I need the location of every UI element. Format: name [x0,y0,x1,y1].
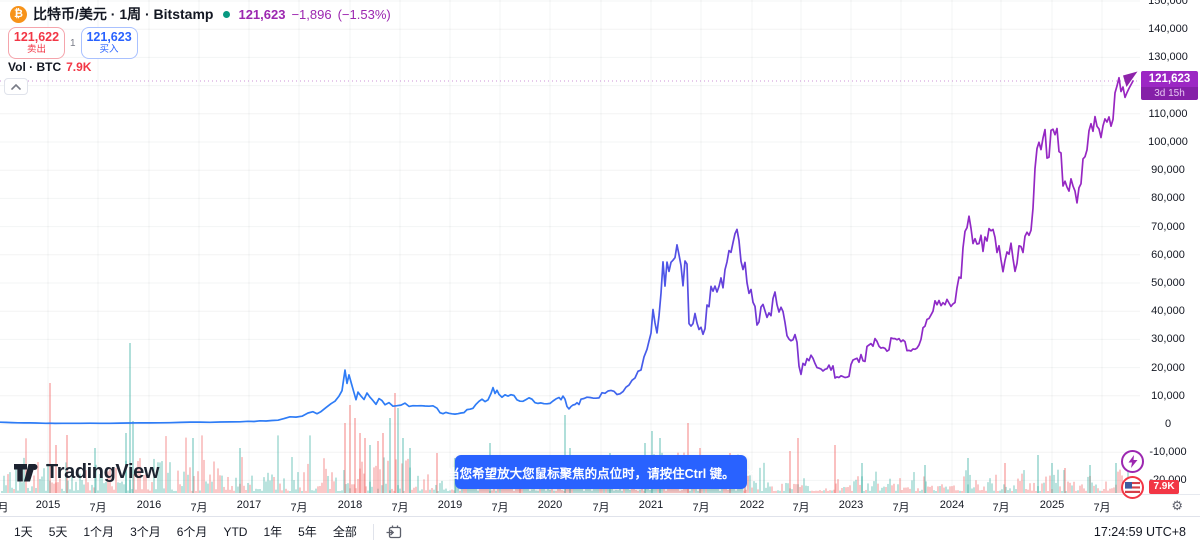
time-axis-label: 7月 [792,502,810,514]
volume-label: Vol · BTC [8,60,62,74]
price-axis-label: 150,000 [1148,0,1188,7]
time-axis-label: 7月 [190,502,208,514]
range-button-YTD[interactable]: YTD [215,521,255,543]
range-button-全部[interactable]: 全部 [325,519,365,544]
price-chart-canvas[interactable] [0,0,1140,494]
lightning-icon[interactable] [1121,450,1144,473]
buy-label: 买入 [99,44,119,55]
clock-timezone[interactable]: 17:24:59 UTC+8 [1093,524,1186,539]
time-axis-label: 月 [0,502,9,514]
header-change-percent: (−1.53%) [337,6,391,22]
bar-close-countdown: 3d 15h [1141,87,1198,100]
current-price-value: 121,623 [1141,71,1198,87]
toolbar-divider [372,523,374,540]
grid-lines [0,0,1140,493]
range-button-3个月[interactable]: 3个月 [122,519,169,544]
market-status-dot [223,10,231,18]
range-button-5年[interactable]: 5年 [290,519,325,544]
time-axis-label: 2025 [1039,499,1065,511]
price-axis-label: 10,000 [1151,389,1185,402]
pane-collapse-button[interactable] [4,78,28,95]
symbol-header: ₿ 比特币/美元 · 1周 · Bitstamp 121,623 −1,896 … [10,4,391,24]
price-axis-label: 60,000 [1151,248,1185,261]
time-axis-label: 2016 [136,499,162,511]
tradingview-logo-icon [14,463,38,481]
go-to-date-button[interactable] [382,522,406,541]
time-axis-label: 2024 [939,499,965,511]
tradingview-logo-text: TradingView [46,461,160,483]
price-axis-label: 70,000 [1151,220,1185,233]
time-axis[interactable]: 月 2015 7月 2016 7月 2017 7月 2018 7月 2019 7月 2020 7月 202… [0,494,1200,516]
hint-banner-text: 当您希望放大您鼠标聚焦的点位时，请按住Ctrl 键。 [447,466,735,481]
range-button-1年[interactable]: 1年 [255,519,290,544]
time-axis-label: 7月 [892,502,910,514]
header-change: −1,896 [291,6,332,22]
price-axis-label: 140,000 [1148,23,1188,36]
time-axis-label: 2017 [236,499,262,511]
volume-axis-badge: 7.9K [1149,480,1179,494]
price-axis-label: 80,000 [1151,192,1185,205]
price-line-series [0,76,1134,425]
range-buttons-group: 1天 5天 1个月 3个月 6个月 YTD 1年 5年 全部 [6,519,365,544]
time-axis-label: 2019 [437,499,463,511]
time-axis-label: 2021 [638,499,664,511]
time-axis-label: 7月 [992,502,1010,514]
price-axis-label: 130,000 [1148,51,1188,64]
price-axis-label: 50,000 [1151,277,1185,289]
price-axis-label: 100,000 [1148,136,1188,148]
time-axis-label: 2020 [537,499,563,511]
time-axis-label: 2015 [35,499,61,511]
hint-banner: 当您希望放大您鼠标聚焦的点位时，请按住Ctrl 键。 × [447,455,755,489]
sell-label: 卖出 [26,44,46,55]
time-axis-label: 2023 [838,499,864,511]
time-axis-label: 7月 [290,502,308,514]
range-button-1天[interactable]: 1天 [6,519,41,544]
bottom-toolbar: 1天 5天 1个月 3个月 6个月 YTD 1年 5年 全部 17:24:59 UTC+8 [0,516,1200,546]
time-axis-label: 7月 [1093,502,1111,514]
buy-price: 121,623 [86,30,132,44]
go-to-date-calendar-icon [386,525,401,539]
close-icon[interactable]: × [746,464,755,480]
time-axis-label: 2022 [739,499,765,511]
time-axis-label: 7月 [89,502,107,514]
us-flag-icon[interactable] [1121,476,1144,499]
sell-price: 121,622 [13,30,60,44]
price-axis-label: 110,000 [1148,107,1188,120]
header-last-price: 121,623 [238,6,286,22]
time-axis-label: 2018 [337,499,363,511]
price-change-group: 121,623 −1,896 (−1.53%) [238,7,390,22]
spread-value: 1 [70,37,76,49]
price-axis-label: 40,000 [1151,305,1185,318]
axis-settings-gear-icon[interactable]: ⚙ [1171,498,1183,513]
price-axis-label: 20,000 [1151,361,1185,374]
tradingview-logo[interactable]: TradingView [13,461,159,484]
price-axis-label: 90,000 [1151,164,1185,177]
time-axis-label: 7月 [592,502,610,514]
range-button-5天[interactable]: 5天 [41,519,76,544]
chevron-up-icon [11,83,21,90]
bitcoin-icon: ₿ [10,5,27,23]
time-axis-label: 7月 [391,502,409,514]
time-axis-label: 7月 [692,502,710,514]
floating-icons [1121,450,1145,499]
sell-button[interactable]: 121,622 卖出 [8,27,65,59]
range-button-6个月[interactable]: 6个月 [169,519,216,544]
price-axis-label: -10,000 [1149,446,1187,459]
current-price-badge: 121,623 3d 15h [1141,71,1198,100]
volume-legend: Vol · BTC 7.9K [8,60,91,74]
time-axis-label: 7月 [491,502,509,514]
range-button-1个月[interactable]: 1个月 [75,519,122,544]
price-line-end-arrow [1123,71,1138,87]
order-panel: 121,622 卖出 1 121,623 买入 [8,27,138,59]
symbol-title[interactable]: 比特币/美元 · 1周 · Bitstamp [33,6,214,22]
buy-button[interactable]: 121,623 买入 [80,27,138,59]
volume-value: 7.9K [66,60,92,74]
price-axis-label: 0 [1164,418,1172,430]
price-axis-label: 30,000 [1151,333,1185,346]
